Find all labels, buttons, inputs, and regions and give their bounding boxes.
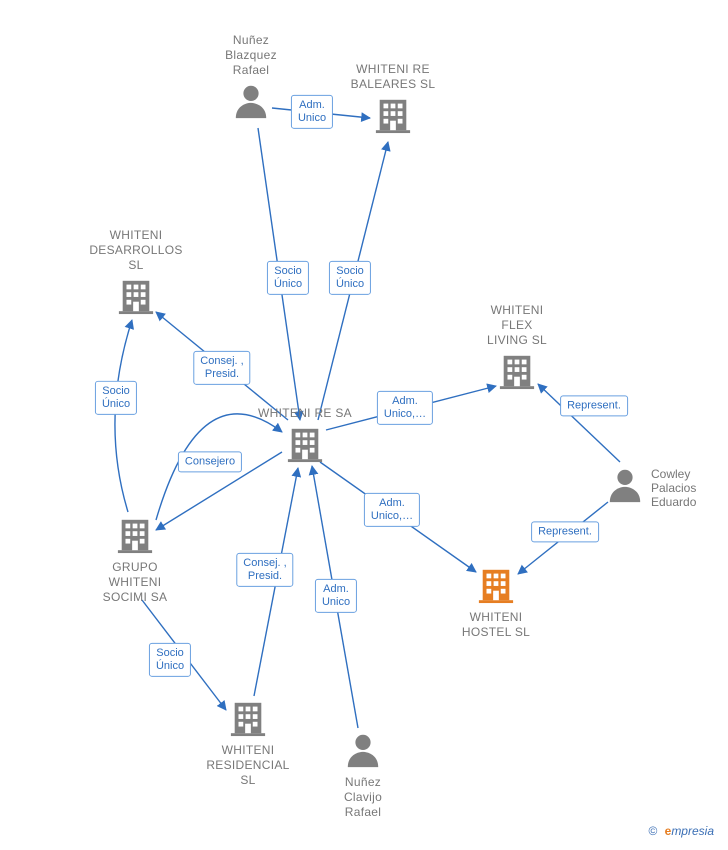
- company-node[interactable]: WHITENI DESARROLLOS SL: [76, 228, 196, 315]
- company-node[interactable]: GRUPO WHITENI SOCIMI SA: [75, 516, 195, 605]
- edge-label: Socio Único: [149, 643, 191, 677]
- node-label: WHITENI RE SA: [245, 406, 365, 421]
- person-node[interactable]: Nuñez Clavijo Rafael: [303, 731, 423, 820]
- node-label: WHITENI DESARROLLOS SL: [76, 228, 196, 273]
- edge-label: Adm. Unico,…: [377, 391, 433, 425]
- node-label: Cowley Palacios Eduardo: [651, 467, 696, 509]
- edge-label: Consejero: [178, 451, 242, 472]
- node-label: Nuñez Blazquez Rafael: [191, 33, 311, 78]
- building-icon: [436, 566, 556, 604]
- footer-attribution: © empresia: [648, 824, 714, 838]
- edge-label: Adm. Unico: [315, 579, 357, 613]
- edge-label: Socio Único: [329, 261, 371, 295]
- company-node[interactable]: WHITENI RESIDENCIAL SL: [188, 699, 308, 788]
- company-node[interactable]: WHITENI RE BALEARES SL: [333, 62, 453, 134]
- edge-label: Adm. Unico: [291, 95, 333, 129]
- person-icon: [605, 466, 645, 504]
- node-label: Nuñez Clavijo Rafael: [303, 775, 423, 820]
- node-label: WHITENI RE BALEARES SL: [333, 62, 453, 92]
- copyright-symbol: ©: [648, 824, 657, 838]
- edge-label: Represent.: [531, 521, 599, 542]
- company-node[interactable]: WHITENI FLEX LIVING SL: [457, 303, 577, 390]
- brand-name: empresia: [665, 824, 714, 838]
- building-icon: [188, 699, 308, 737]
- person-icon: [303, 731, 423, 769]
- building-icon: [75, 516, 195, 554]
- edge-label: Socio Único: [267, 261, 309, 295]
- building-icon: [76, 277, 196, 315]
- node-label: WHITENI HOSTEL SL: [436, 610, 556, 640]
- building-icon: [457, 352, 577, 390]
- diagram-canvas: Nuñez Blazquez Rafael WHITENI RE BALEARE…: [0, 0, 728, 850]
- edge-label: Adm. Unico,…: [364, 493, 420, 527]
- company-node[interactable]: WHITENI HOSTEL SL: [436, 566, 556, 640]
- edge-label: Socio Único: [95, 381, 137, 415]
- building-icon: [245, 425, 365, 463]
- node-label: GRUPO WHITENI SOCIMI SA: [75, 560, 195, 605]
- edge-label: Consej. , Presid.: [236, 553, 293, 587]
- relationship-edge: [115, 320, 132, 512]
- building-icon: [333, 96, 453, 134]
- edge-label: Represent.: [560, 395, 628, 416]
- edge-label: Consej. , Presid.: [193, 351, 250, 385]
- node-label: WHITENI RESIDENCIAL SL: [188, 743, 308, 788]
- company-node[interactable]: WHITENI RE SA: [245, 406, 365, 463]
- person-node[interactable]: [605, 466, 645, 504]
- node-label: WHITENI FLEX LIVING SL: [457, 303, 577, 348]
